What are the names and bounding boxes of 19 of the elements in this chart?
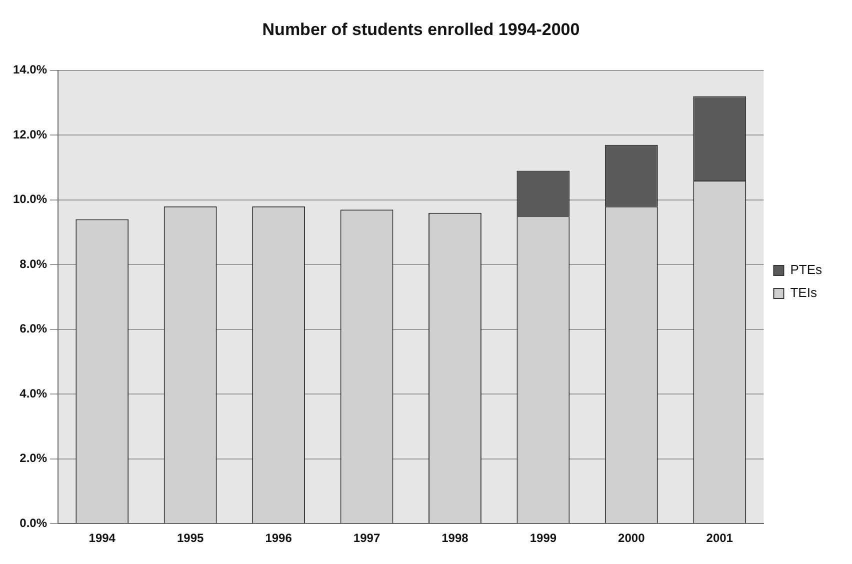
y-tick-label: 0.0%: [20, 516, 48, 530]
x-tick-label: 1999: [530, 531, 557, 546]
y-tick-label: 8.0%: [20, 256, 48, 271]
x-tick-label: 1996: [265, 531, 292, 546]
x-tick-label: 2000: [618, 531, 646, 546]
y-tick-label: 12.0%: [12, 127, 48, 142]
x-tick-label: 2001: [706, 531, 734, 546]
x-tick-label: 1994: [88, 531, 116, 546]
x-tick-label: 1997: [353, 531, 380, 546]
chart-title: Number of students enrolled 1994-2000: [262, 20, 580, 39]
y-tick-label: 6.0%: [20, 322, 48, 336]
y-tick-label: 10.0%: [12, 192, 48, 206]
y-tick-label: 2.0%: [20, 451, 48, 466]
legend-label: PTEs: [790, 262, 822, 278]
legend-label: TEIs: [790, 285, 818, 300]
x-tick-label: 1998: [442, 531, 469, 546]
x-tick-label: 1995: [176, 531, 204, 546]
y-tick-label: 4.0%: [20, 386, 48, 400]
y-tick-label: 14.0%: [12, 62, 48, 77]
